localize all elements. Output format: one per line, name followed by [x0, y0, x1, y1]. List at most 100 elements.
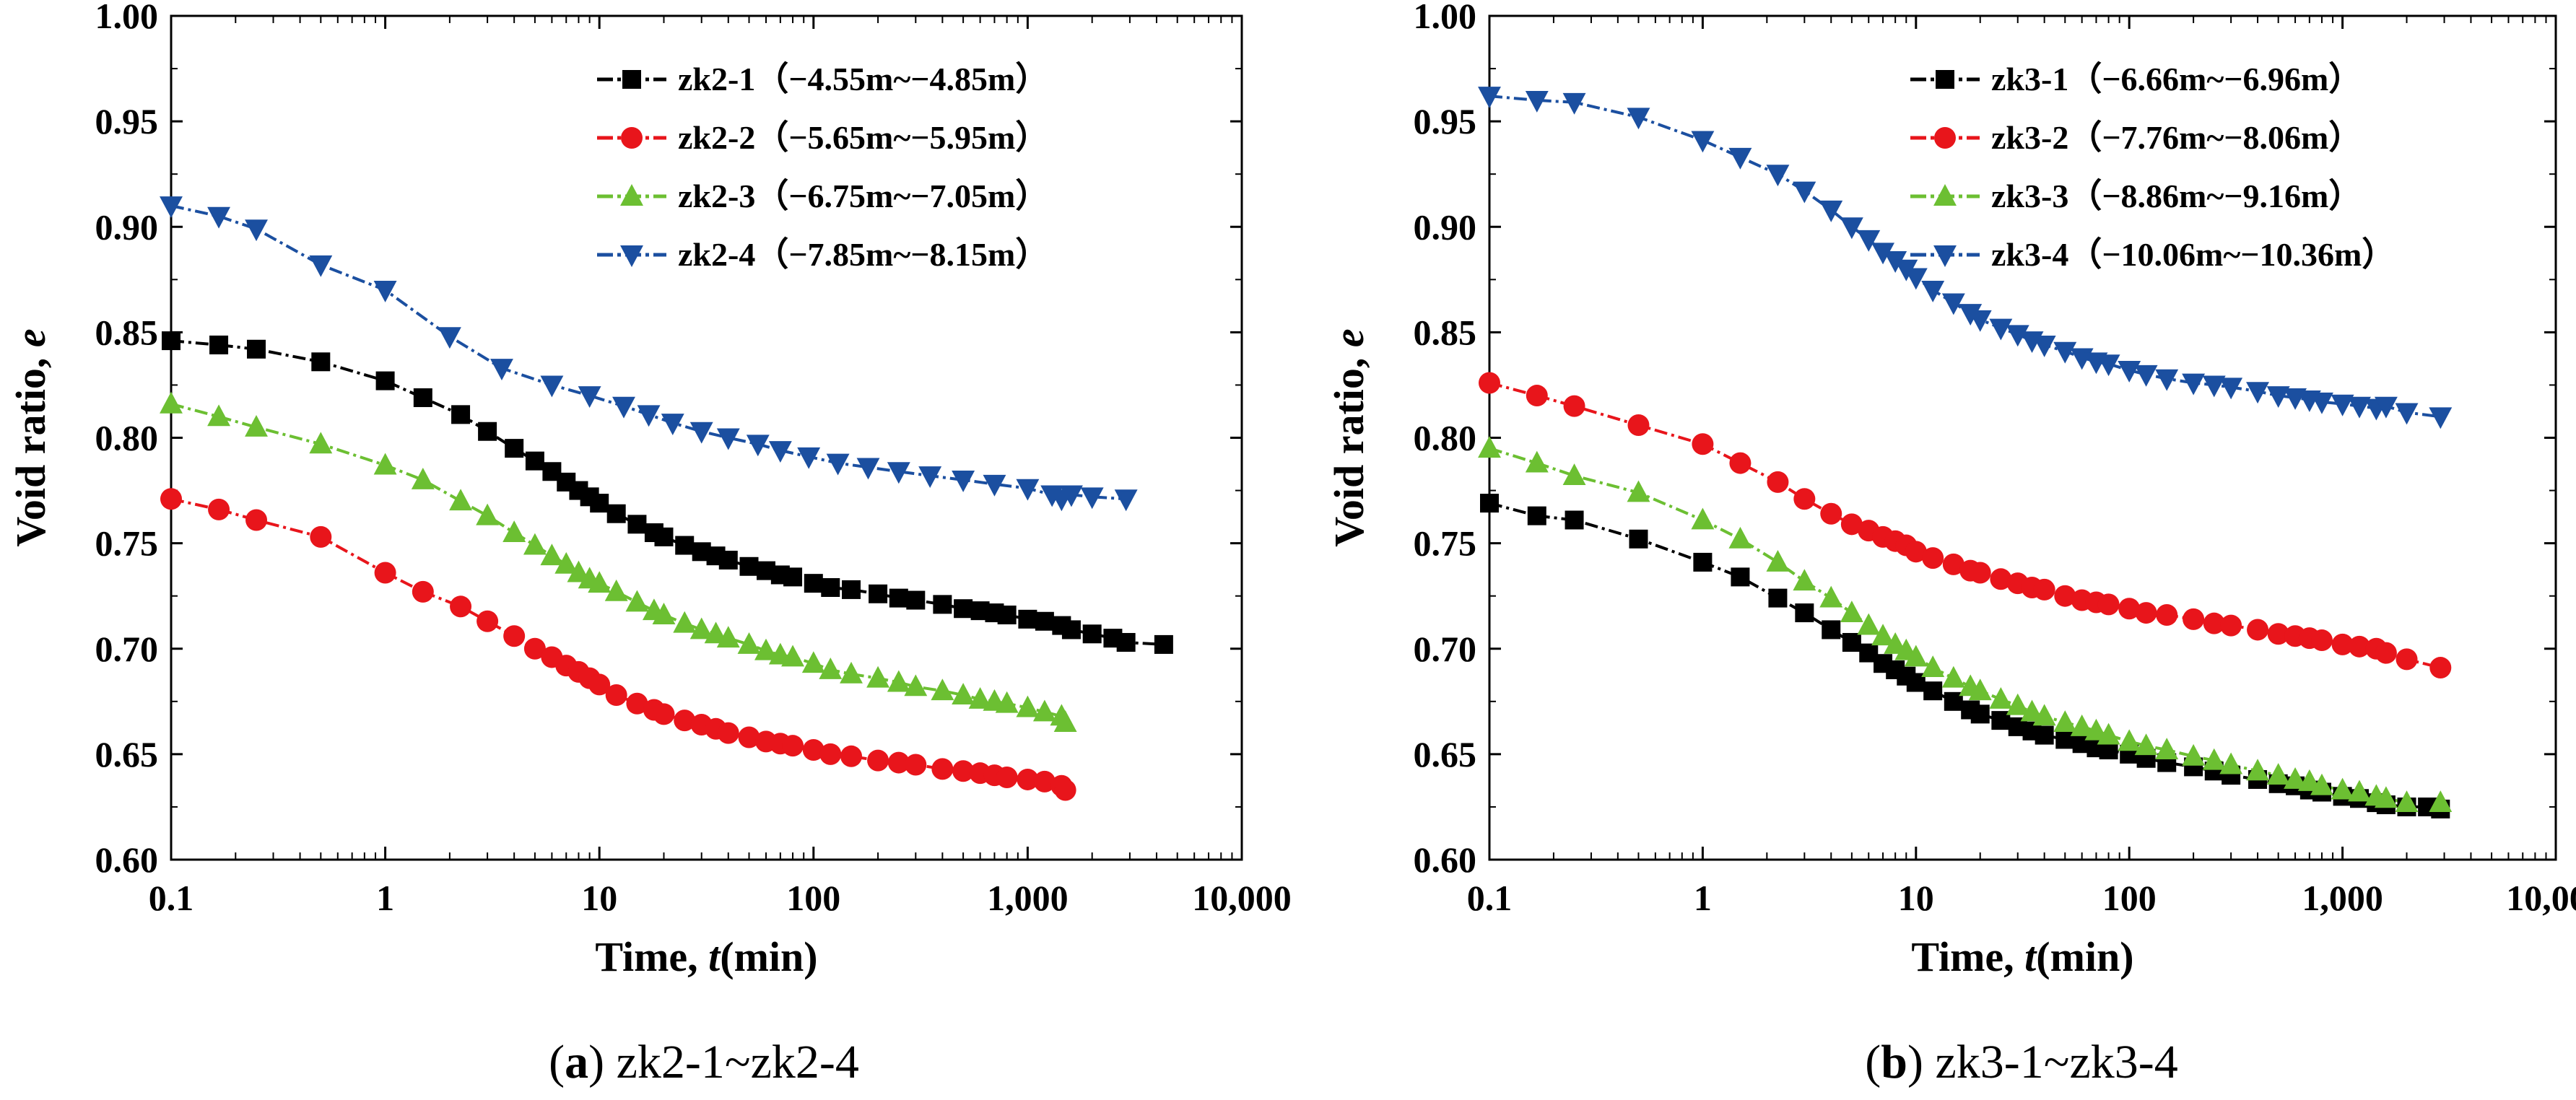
data-point: [1767, 471, 1789, 493]
data-point: [1990, 568, 2012, 590]
x-tick-label: 10: [581, 878, 617, 918]
data-point: [1857, 230, 1881, 252]
data-point: [1478, 436, 1501, 458]
data-point: [588, 673, 611, 696]
data-point: [373, 453, 397, 475]
data-point: [819, 658, 843, 679]
data-point: [2155, 738, 2179, 759]
y-axis-title-var: e: [1326, 328, 1372, 347]
data-point: [754, 638, 778, 660]
data-point: [450, 595, 472, 618]
data-point: [866, 665, 890, 688]
data-point: [887, 751, 910, 774]
data-point: [1527, 506, 1546, 525]
data-point: [1082, 624, 1102, 644]
data-point: [2053, 341, 2077, 364]
data-point: [2246, 759, 2269, 781]
data-point: [625, 590, 649, 612]
series-4-points: [1478, 87, 2453, 429]
data-point: [804, 574, 823, 593]
data-point: [505, 439, 524, 458]
data-point: [1820, 502, 1842, 525]
data-point: [952, 471, 975, 492]
x-tick-label: 0.1: [1467, 878, 1513, 918]
data-point: [411, 468, 435, 489]
data-point: [1018, 609, 1037, 629]
data-point: [1941, 665, 1965, 688]
data-point: [1968, 678, 1992, 701]
data-point: [1768, 588, 1788, 608]
data-point: [2006, 693, 2029, 715]
data-point: [821, 577, 840, 597]
data-point: [2247, 619, 2269, 641]
data-point: [605, 684, 627, 707]
y-tick-label: 0.90: [95, 206, 159, 247]
data-point: [1054, 779, 1076, 801]
data-point: [1959, 304, 1983, 326]
data-point: [2396, 648, 2418, 671]
data-point: [2310, 773, 2333, 795]
data-point: [1857, 613, 1881, 635]
data-point: [245, 414, 268, 437]
y-tick-label: 0.75: [1414, 523, 1477, 564]
legend-entry: zk2-2（−5.65m~−5.95m）: [678, 119, 1048, 156]
data-point: [1629, 529, 1648, 549]
data-point: [2374, 786, 2398, 808]
data-point: [2203, 612, 2225, 634]
legend-entry: zk3-2（−7.76m~−8.06m）: [1991, 119, 2362, 156]
data-point: [1479, 372, 1500, 394]
y-axis-title-var: e: [7, 328, 54, 347]
series-line-3: [170, 402, 1067, 724]
data-point: [503, 625, 526, 647]
y-tick-label: 0.60: [95, 839, 159, 880]
data-point: [1766, 165, 1790, 187]
data-point: [1989, 318, 2013, 341]
data-point: [933, 595, 952, 614]
legend-marker: [621, 127, 643, 149]
data-point: [1033, 770, 1056, 793]
data-point: [1922, 547, 1944, 569]
data-point: [717, 722, 739, 744]
data-point: [1691, 507, 1715, 530]
data-point: [2135, 602, 2157, 624]
legend-marker: [622, 70, 641, 89]
panel-caption: (b) zk3-1~zk3-4: [1865, 1036, 2177, 1088]
data-point: [1923, 681, 1943, 701]
data-point: [2134, 365, 2158, 387]
data-point: [309, 255, 333, 277]
data-point: [2202, 375, 2226, 398]
data-point: [2134, 733, 2158, 756]
data-point: [2310, 629, 2333, 652]
data-point: [1693, 552, 1713, 572]
data-point: [801, 651, 825, 673]
data-point: [2054, 585, 2076, 607]
data-point: [716, 428, 740, 450]
data-point: [1793, 569, 1816, 591]
data-point: [2032, 335, 2056, 357]
data-point: [449, 489, 473, 511]
data-point: [2395, 790, 2419, 813]
y-tick-label: 0.65: [1414, 734, 1477, 774]
data-point: [1905, 541, 1927, 563]
data-point: [2183, 608, 2205, 630]
data-point: [2118, 729, 2141, 751]
data-point: [637, 405, 661, 427]
data-point: [2374, 396, 2398, 419]
data-point: [869, 584, 888, 603]
data-point: [2331, 394, 2354, 416]
data-point: [995, 691, 1019, 713]
legend-entry: zk3-4（−10.06m~−10.36m）: [1991, 236, 2395, 273]
x-tick-label: 100: [2102, 878, 2157, 918]
data-point: [2348, 635, 2370, 658]
legend-entry: zk2-3（−6.75m~−7.05m）: [678, 178, 1048, 214]
data-point: [438, 327, 461, 349]
data-point: [840, 661, 863, 684]
y-tick-label: 0.80: [95, 418, 159, 458]
data-point: [2284, 767, 2307, 789]
data-point: [1080, 487, 1104, 510]
data-point: [905, 754, 927, 776]
data-point: [661, 414, 684, 435]
data-point: [1871, 624, 1894, 646]
data-point: [1819, 585, 1843, 608]
data-point: [2020, 699, 2044, 722]
